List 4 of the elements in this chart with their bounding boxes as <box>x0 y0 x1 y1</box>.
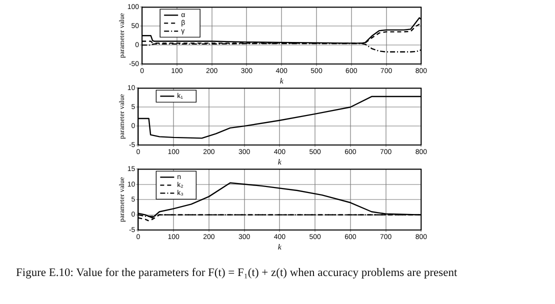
x-axis-title: k <box>278 242 282 252</box>
text: Figure E.10: Value for the parameters for F(t) = F₁(t) + z(t) when accuracy problems are present <box>16 266 458 280</box>
x-axis-title: k <box>280 76 284 86</box>
x-axis-title: k <box>278 157 282 166</box>
